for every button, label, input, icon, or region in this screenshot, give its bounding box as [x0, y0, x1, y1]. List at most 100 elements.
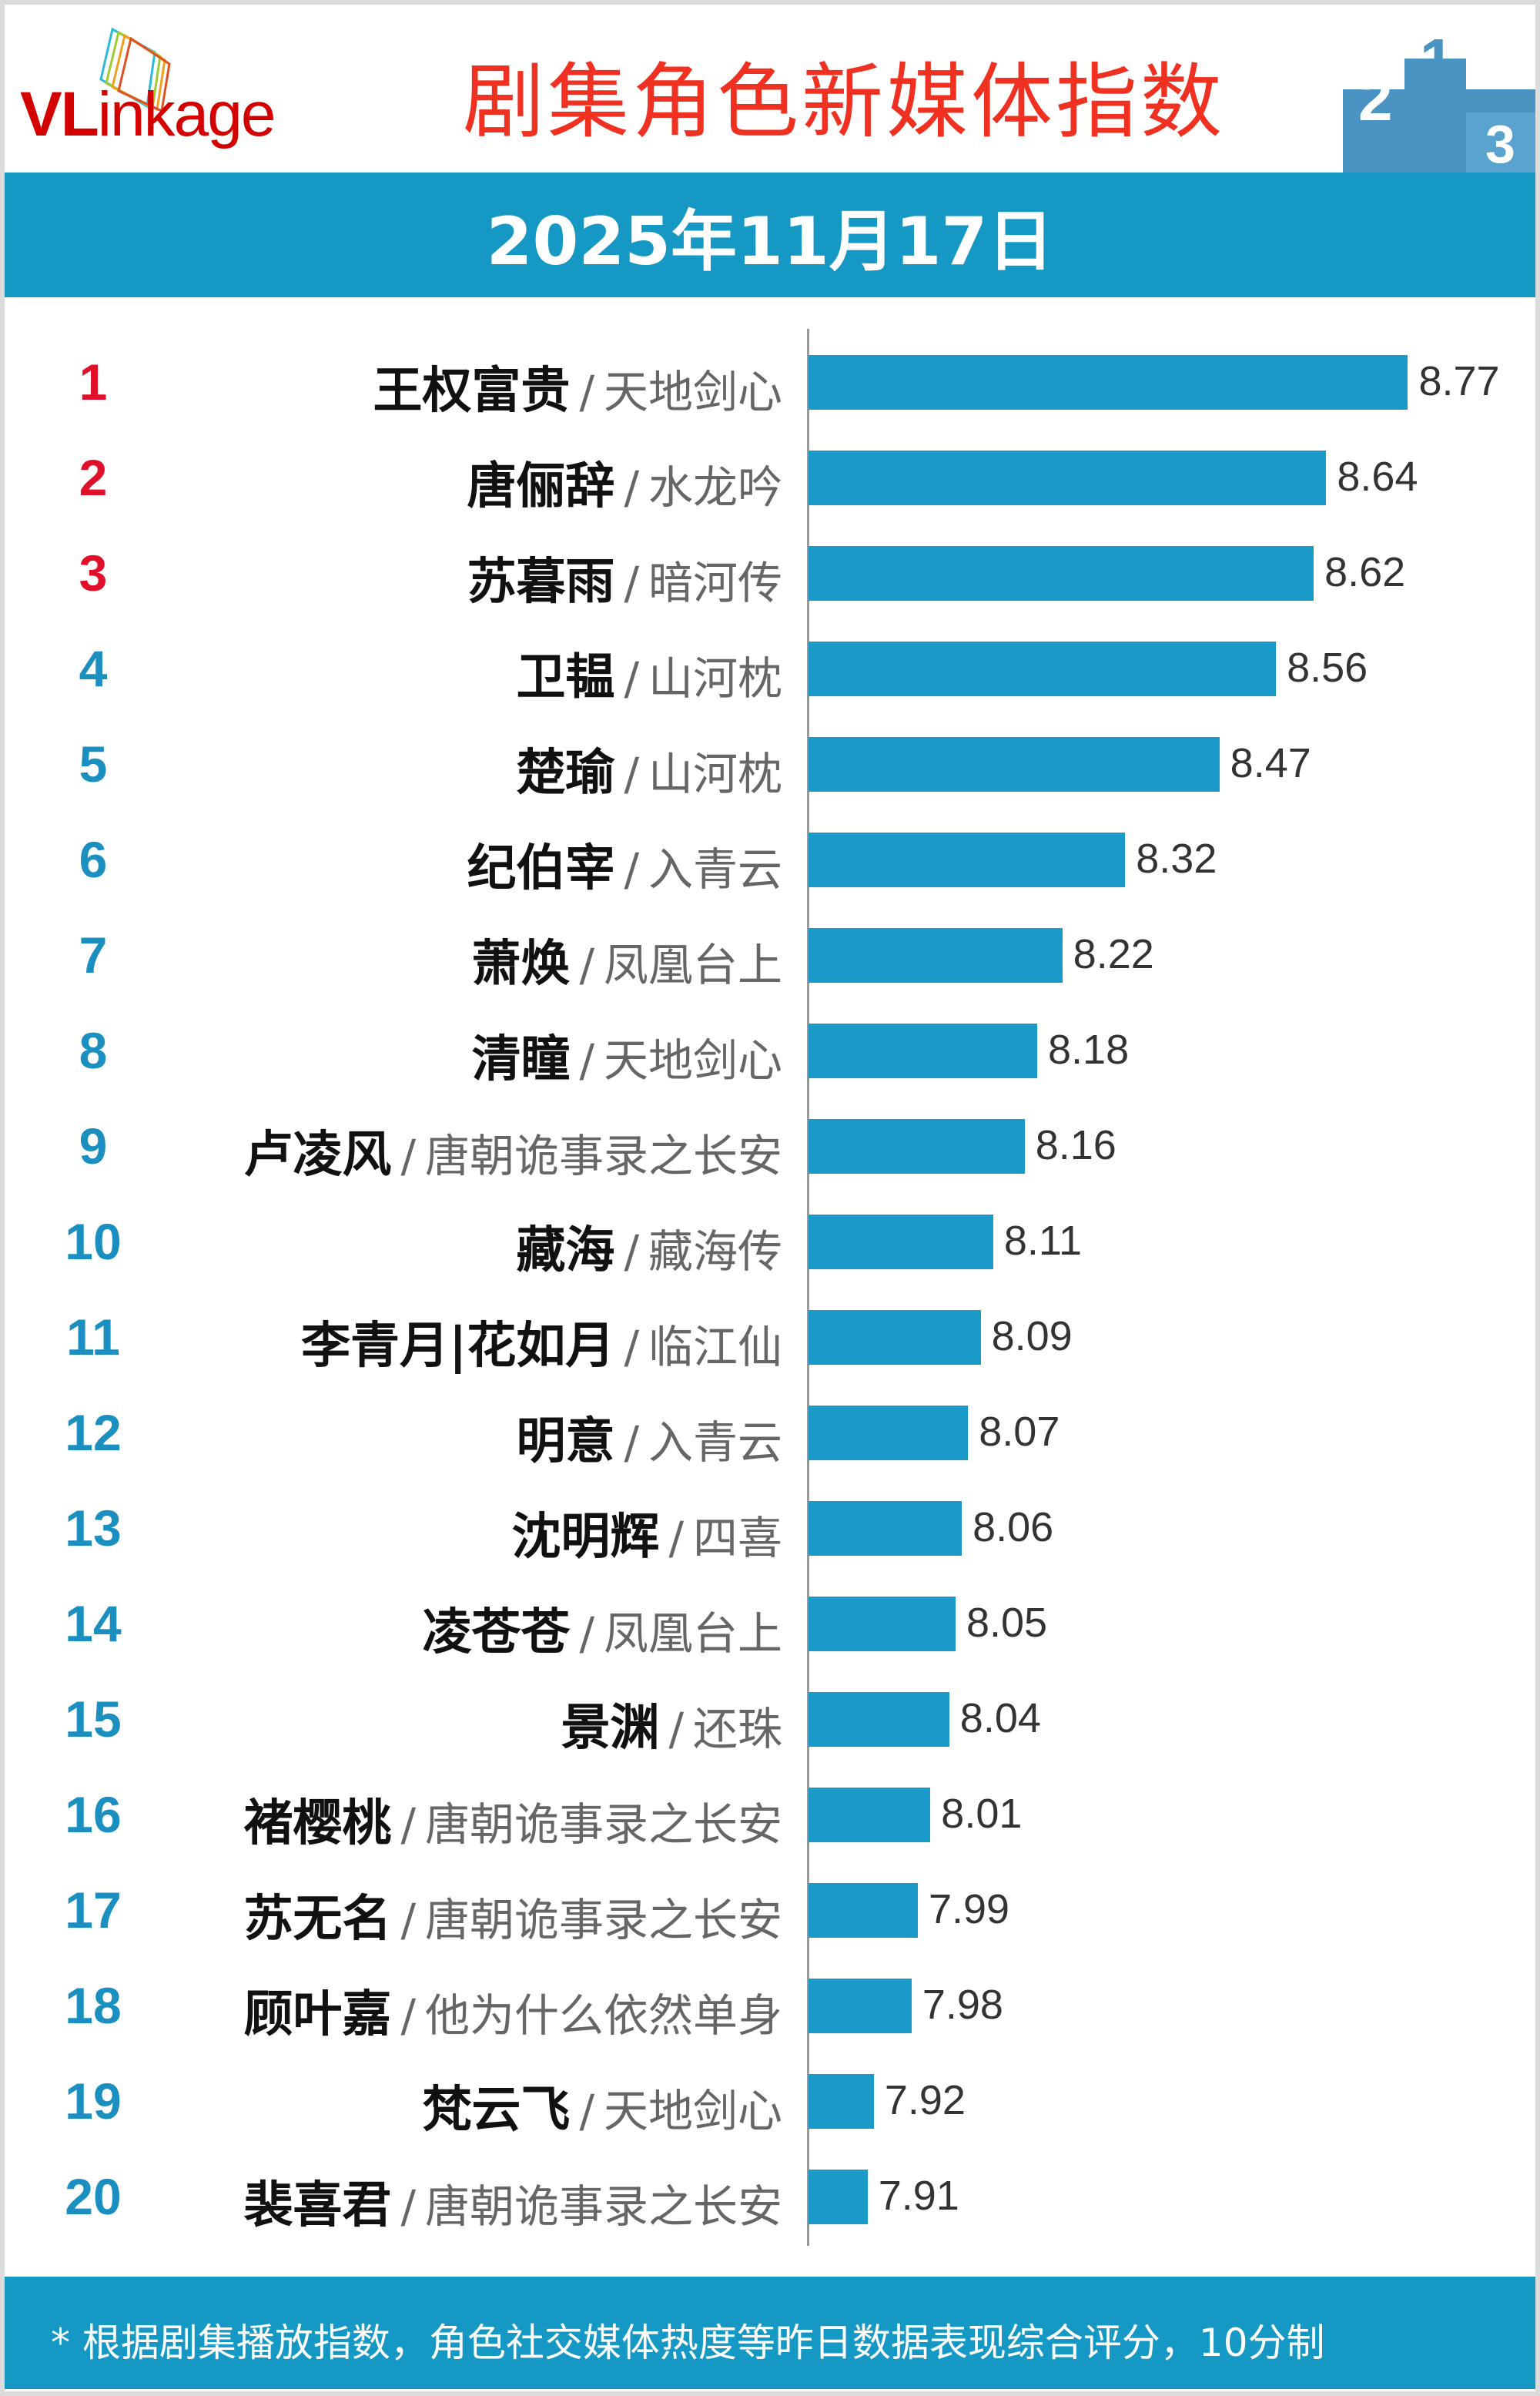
separator: / [579, 1034, 594, 1087]
show-title: 他为什么依然单身 [424, 1989, 782, 2042]
separator: / [579, 939, 594, 991]
podium-icon: 2 1 3 [1343, 28, 1535, 173]
character-name: 楚瑜 [516, 745, 615, 802]
character-name: 清瞳 [471, 1031, 571, 1088]
show-title: 唐朝诡事录之长安 [424, 2180, 782, 2233]
axis-line [807, 329, 809, 2246]
character-name: 李青月|花如月 [301, 1318, 615, 1375]
vlinkage-logo: VLinkage [20, 27, 343, 159]
show-title: 唐朝诡事录之长安 [424, 1130, 782, 1182]
separator: / [579, 1607, 594, 1660]
show-title: 山河枕 [648, 748, 782, 800]
rank-number: 14 [65, 1595, 122, 1652]
character-name: 苏无名 [243, 1891, 392, 1948]
bar [808, 451, 1327, 505]
show-title: 凤凰台上 [603, 939, 782, 991]
bar [808, 1788, 931, 1842]
rank-number: 15 [65, 1691, 122, 1748]
character-name: 梵云飞 [422, 2082, 571, 2139]
row-label: 萧焕 / 凤凰台上 [471, 924, 782, 995]
bar [808, 642, 1277, 696]
show-title: 天地剑心 [603, 1034, 782, 1087]
character-name: 苏暮雨 [467, 554, 615, 611]
ranking-chart: 1 王权富贵 / 天地剑心 8.77 2 唐俪辞 / 水龙吟 8.64 3 苏暮雨 / 暗河传 8.62 4 卫… [5, 5, 1535, 2391]
value-label: 8.07 [979, 1409, 1060, 1455]
separator: / [668, 1703, 684, 1755]
row-label: 苏暮雨 / 暗河传 [467, 542, 782, 613]
rank-number: 10 [65, 1213, 122, 1270]
rank-number: 17 [65, 1882, 122, 1939]
svg-text:2: 2 [1358, 65, 1393, 133]
value-label: 8.04 [959, 1695, 1041, 1741]
row-label: 凌苍苍 / 凤凰台上 [422, 1593, 782, 1664]
separator: / [624, 1321, 639, 1373]
rank-number: 6 [79, 831, 108, 888]
row-label: 卢凌风 / 唐朝诡事录之长安 [243, 1115, 782, 1186]
row-label: 裴喜君 / 唐朝诡事录之长安 [243, 2166, 782, 2237]
page-title: 剧集角色新媒体指数 [463, 55, 1225, 149]
bar [808, 1024, 1038, 1078]
character-name: 唐俪辞 [467, 458, 615, 515]
show-title: 水龙吟 [648, 461, 782, 514]
rank-number: 20 [65, 2168, 122, 2225]
separator: / [668, 1512, 684, 1564]
bar [808, 1597, 956, 1651]
show-title: 天地剑心 [603, 366, 782, 418]
rank-number: 4 [79, 640, 108, 697]
row-label: 顾叶嘉 / 他为什么依然单身 [243, 1975, 782, 2046]
value-label: 7.98 [922, 1982, 1003, 2028]
value-label: 8.18 [1048, 1027, 1130, 1073]
bar [808, 1692, 949, 1747]
bar [808, 928, 1063, 983]
bar [808, 1119, 1025, 1174]
row-label: 梵云飞 / 天地剑心 [422, 2070, 782, 2141]
character-name: 裴喜君 [243, 2177, 392, 2234]
character-name: 凌苍苍 [422, 1604, 571, 1661]
value-label: 8.05 [966, 1600, 1048, 1646]
value-label: 8.22 [1073, 931, 1154, 977]
separator: / [400, 1989, 416, 2042]
row-label: 楚瑜 / 山河枕 [516, 733, 782, 804]
row-label: 李青月|花如月 / 临江仙 [301, 1306, 782, 1377]
separator: / [400, 1798, 416, 1851]
rank-number: 13 [65, 1500, 122, 1557]
row-label: 纪伯宰 / 入青云 [467, 829, 782, 900]
separator: / [624, 748, 639, 800]
show-title: 凤凰台上 [603, 1607, 782, 1660]
logo-frames-icon [99, 27, 171, 113]
rank-number: 12 [65, 1404, 122, 1461]
separator: / [400, 1894, 416, 1946]
row-label: 苏无名 / 唐朝诡事录之长安 [243, 1879, 782, 1950]
separator: / [624, 1225, 639, 1278]
rank-number: 7 [79, 927, 108, 984]
rank-number: 11 [66, 1309, 120, 1366]
footnote: * 根据剧集播放指数，角色社交媒体热度等昨日数据表现综合评分，10分制 [51, 2321, 1325, 2365]
row-label: 明意 / 入青云 [516, 1402, 782, 1473]
bar [808, 833, 1126, 887]
header: VLinkage 剧集角色新媒体指数 2 1 3 [5, 5, 1535, 173]
character-name: 纪伯宰 [467, 840, 615, 897]
bar [808, 1215, 993, 1269]
svg-text:1: 1 [1420, 28, 1455, 95]
character-name: 明意 [516, 1413, 615, 1470]
show-title: 入青云 [648, 843, 782, 896]
show-title: 藏海传 [648, 1225, 782, 1278]
separator: / [624, 1416, 639, 1469]
logo-text: VLinkage [20, 79, 276, 149]
bar [808, 546, 1314, 601]
value-label: 7.92 [884, 2077, 966, 2123]
value-label: 8.56 [1287, 645, 1368, 691]
row-label: 王权富贵 / 天地剑心 [373, 351, 782, 422]
show-title: 四喜 [692, 1512, 782, 1564]
bar [808, 2170, 868, 2224]
character-name: 顾叶嘉 [243, 1986, 392, 2043]
character-name: 沈明辉 [511, 1509, 660, 1566]
rank-number: 18 [65, 1977, 122, 2034]
row-label: 沈明辉 / 四喜 [511, 1497, 782, 1568]
row-label: 藏海 / 藏海传 [516, 1211, 782, 1282]
rank-number: 2 [79, 449, 108, 506]
rank-number: 19 [65, 2073, 122, 2130]
bar [808, 1501, 962, 1556]
value-label: 8.32 [1136, 836, 1217, 882]
rank-number: 9 [79, 1118, 108, 1175]
